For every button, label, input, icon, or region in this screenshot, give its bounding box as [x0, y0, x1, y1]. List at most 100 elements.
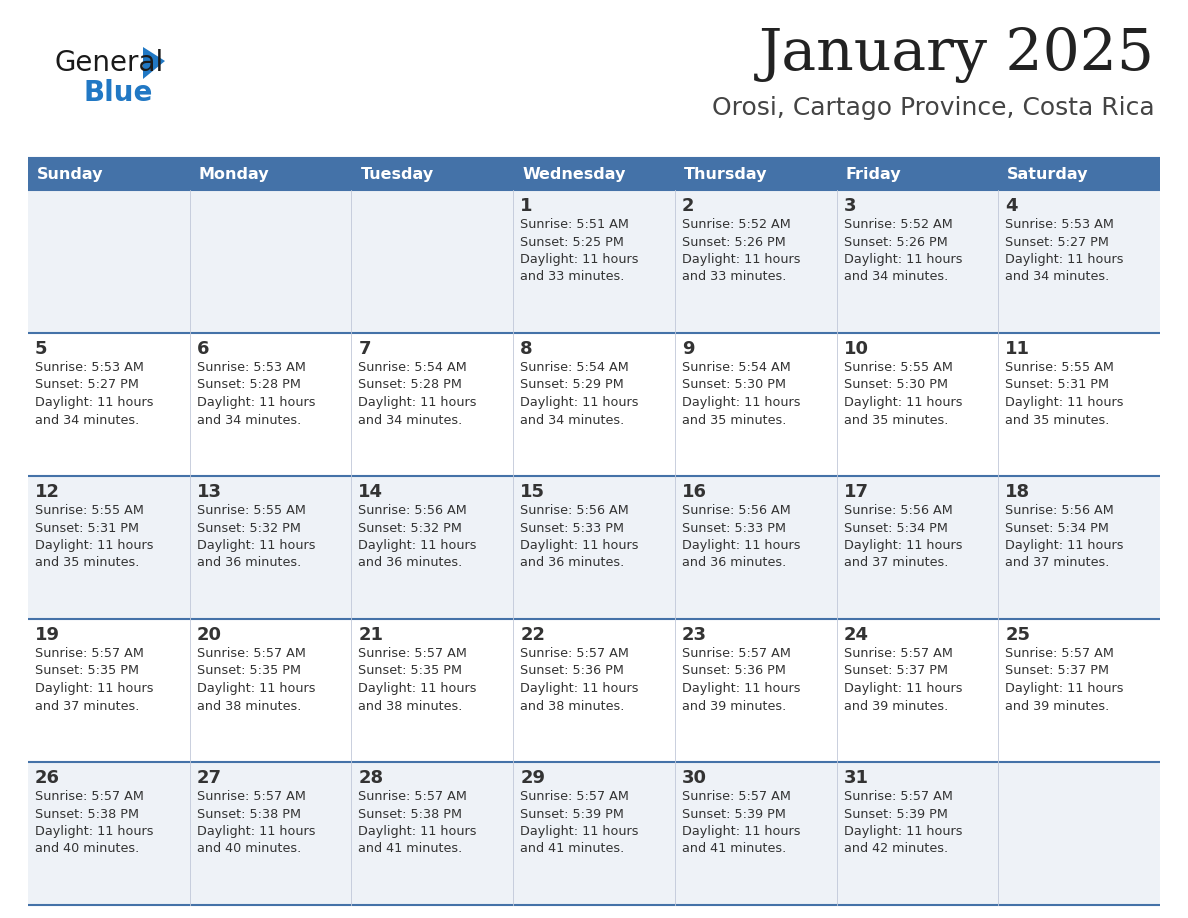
Bar — [998, 762, 1159, 905]
Text: Daylight: 11 hours: Daylight: 11 hours — [843, 539, 962, 552]
Text: 9: 9 — [682, 340, 694, 358]
Text: Daylight: 11 hours: Daylight: 11 hours — [520, 396, 639, 409]
Text: and 40 minutes.: and 40 minutes. — [34, 843, 139, 856]
Text: Daylight: 11 hours: Daylight: 11 hours — [359, 396, 476, 409]
Text: Sunday: Sunday — [37, 166, 103, 182]
Text: and 36 minutes.: and 36 minutes. — [197, 556, 301, 569]
Text: Daylight: 11 hours: Daylight: 11 hours — [682, 396, 801, 409]
Text: Daylight: 11 hours: Daylight: 11 hours — [197, 682, 315, 695]
Bar — [836, 190, 998, 333]
Text: Sunset: 5:34 PM: Sunset: 5:34 PM — [1005, 521, 1110, 534]
Text: 22: 22 — [520, 626, 545, 644]
Bar — [352, 333, 513, 476]
Bar — [836, 158, 998, 190]
Text: and 37 minutes.: and 37 minutes. — [843, 556, 948, 569]
Text: Daylight: 11 hours: Daylight: 11 hours — [843, 682, 962, 695]
Text: 14: 14 — [359, 483, 384, 501]
Text: Sunset: 5:33 PM: Sunset: 5:33 PM — [682, 521, 785, 534]
Text: Daylight: 11 hours: Daylight: 11 hours — [682, 825, 801, 838]
Text: Sunset: 5:35 PM: Sunset: 5:35 PM — [359, 665, 462, 677]
Text: Sunset: 5:32 PM: Sunset: 5:32 PM — [197, 521, 301, 534]
Bar — [29, 190, 190, 333]
Text: and 38 minutes.: and 38 minutes. — [359, 700, 463, 712]
Text: Daylight: 11 hours: Daylight: 11 hours — [843, 825, 962, 838]
Text: Sunrise: 5:55 AM: Sunrise: 5:55 AM — [843, 361, 953, 374]
Bar — [513, 158, 675, 190]
Text: 10: 10 — [843, 340, 868, 358]
Text: 12: 12 — [34, 483, 61, 501]
Bar — [836, 762, 998, 905]
Text: 11: 11 — [1005, 340, 1030, 358]
Text: Sunrise: 5:57 AM: Sunrise: 5:57 AM — [34, 790, 144, 803]
Text: Sunrise: 5:57 AM: Sunrise: 5:57 AM — [359, 647, 467, 660]
Bar — [190, 476, 352, 619]
Text: Sunset: 5:28 PM: Sunset: 5:28 PM — [197, 378, 301, 391]
Text: and 41 minutes.: and 41 minutes. — [520, 843, 625, 856]
Text: and 37 minutes.: and 37 minutes. — [34, 700, 139, 712]
Text: Sunrise: 5:55 AM: Sunrise: 5:55 AM — [197, 504, 305, 517]
Bar — [190, 190, 352, 333]
Text: and 35 minutes.: and 35 minutes. — [682, 413, 786, 427]
Bar — [675, 476, 836, 619]
Bar — [352, 762, 513, 905]
Text: and 34 minutes.: and 34 minutes. — [197, 413, 301, 427]
Text: Sunrise: 5:57 AM: Sunrise: 5:57 AM — [682, 647, 791, 660]
Text: and 42 minutes.: and 42 minutes. — [843, 843, 948, 856]
Text: Sunset: 5:25 PM: Sunset: 5:25 PM — [520, 236, 624, 249]
Text: Sunset: 5:30 PM: Sunset: 5:30 PM — [682, 378, 785, 391]
Bar — [352, 476, 513, 619]
Bar — [998, 190, 1159, 333]
Bar — [998, 476, 1159, 619]
Text: 21: 21 — [359, 626, 384, 644]
Text: 28: 28 — [359, 769, 384, 787]
Text: 18: 18 — [1005, 483, 1030, 501]
Text: Daylight: 11 hours: Daylight: 11 hours — [1005, 396, 1124, 409]
Text: Sunrise: 5:55 AM: Sunrise: 5:55 AM — [1005, 361, 1114, 374]
Text: Sunrise: 5:57 AM: Sunrise: 5:57 AM — [682, 790, 791, 803]
Text: and 33 minutes.: and 33 minutes. — [682, 271, 786, 284]
Text: Sunset: 5:26 PM: Sunset: 5:26 PM — [682, 236, 785, 249]
Text: Blue: Blue — [83, 79, 152, 107]
Text: and 41 minutes.: and 41 minutes. — [682, 843, 786, 856]
Text: Daylight: 11 hours: Daylight: 11 hours — [197, 825, 315, 838]
Text: 7: 7 — [359, 340, 371, 358]
Text: Sunrise: 5:57 AM: Sunrise: 5:57 AM — [520, 790, 628, 803]
Text: 1: 1 — [520, 197, 532, 215]
Text: Daylight: 11 hours: Daylight: 11 hours — [34, 539, 153, 552]
Text: 31: 31 — [843, 769, 868, 787]
Text: Sunrise: 5:57 AM: Sunrise: 5:57 AM — [34, 647, 144, 660]
Text: Sunset: 5:39 PM: Sunset: 5:39 PM — [520, 808, 624, 821]
Text: Sunset: 5:38 PM: Sunset: 5:38 PM — [359, 808, 462, 821]
Text: and 34 minutes.: and 34 minutes. — [34, 413, 139, 427]
Text: Sunrise: 5:56 AM: Sunrise: 5:56 AM — [359, 504, 467, 517]
Text: General: General — [55, 49, 164, 77]
Text: and 35 minutes.: and 35 minutes. — [843, 413, 948, 427]
Text: Sunrise: 5:55 AM: Sunrise: 5:55 AM — [34, 504, 144, 517]
Text: Daylight: 11 hours: Daylight: 11 hours — [682, 539, 801, 552]
Text: 2: 2 — [682, 197, 694, 215]
Text: Daylight: 11 hours: Daylight: 11 hours — [520, 825, 639, 838]
Bar — [675, 190, 836, 333]
Text: and 39 minutes.: and 39 minutes. — [1005, 700, 1110, 712]
Text: and 34 minutes.: and 34 minutes. — [843, 271, 948, 284]
Text: Sunrise: 5:56 AM: Sunrise: 5:56 AM — [520, 504, 628, 517]
Text: Friday: Friday — [846, 166, 902, 182]
Bar — [190, 158, 352, 190]
Text: Monday: Monday — [198, 166, 270, 182]
Text: January 2025: January 2025 — [759, 27, 1155, 83]
Text: Sunset: 5:35 PM: Sunset: 5:35 PM — [197, 665, 301, 677]
Text: Sunrise: 5:56 AM: Sunrise: 5:56 AM — [682, 504, 790, 517]
Text: Daylight: 11 hours: Daylight: 11 hours — [197, 396, 315, 409]
Text: Sunset: 5:37 PM: Sunset: 5:37 PM — [843, 665, 948, 677]
Text: Daylight: 11 hours: Daylight: 11 hours — [1005, 539, 1124, 552]
Bar — [513, 190, 675, 333]
Text: Sunrise: 5:57 AM: Sunrise: 5:57 AM — [843, 647, 953, 660]
Bar — [513, 333, 675, 476]
Bar — [675, 762, 836, 905]
Text: Daylight: 11 hours: Daylight: 11 hours — [843, 253, 962, 266]
Text: and 38 minutes.: and 38 minutes. — [197, 700, 301, 712]
Text: Daylight: 11 hours: Daylight: 11 hours — [843, 396, 962, 409]
Text: 20: 20 — [197, 626, 222, 644]
Text: and 36 minutes.: and 36 minutes. — [359, 556, 462, 569]
Text: Daylight: 11 hours: Daylight: 11 hours — [1005, 253, 1124, 266]
